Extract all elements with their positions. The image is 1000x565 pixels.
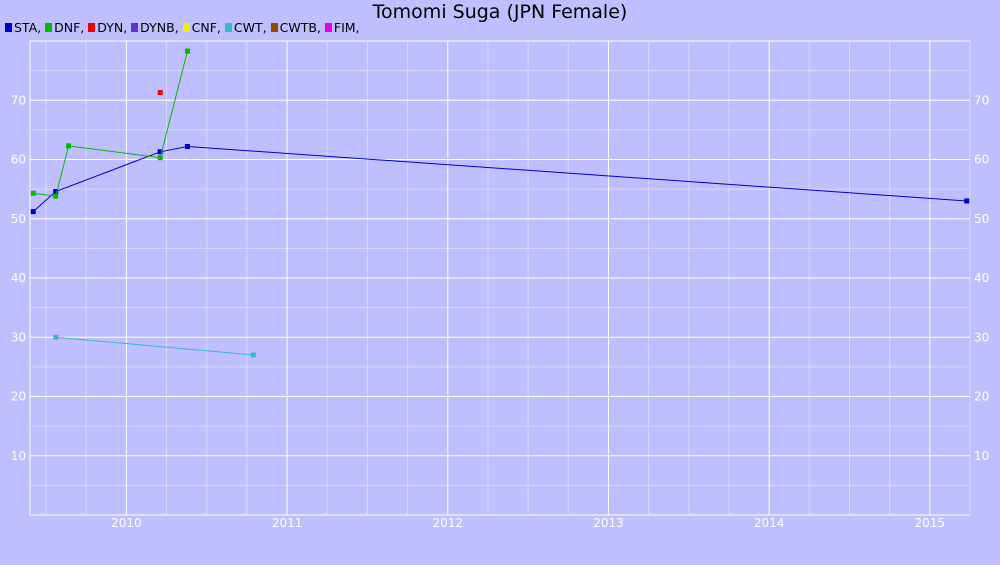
data-point: [30, 209, 36, 215]
y-tick-label-left: 10: [11, 449, 26, 463]
y-tick-label-right: 10: [974, 449, 989, 463]
data-point: [53, 188, 59, 194]
data-point: [250, 352, 256, 358]
y-tick-label-left: 40: [11, 271, 26, 285]
y-tick-label-right: 30: [974, 330, 989, 344]
data-point: [157, 90, 163, 96]
legend: STA, DNF, DYN, DYNB, CNF, CWT, CWTB, FIM,: [5, 20, 364, 35]
y-tick-label-left: 30: [11, 330, 26, 344]
series-line: [55, 336, 254, 356]
y-tick-label-right: 50: [974, 212, 989, 226]
legend-swatch: [270, 23, 278, 32]
y-tick-label-left: 60: [11, 153, 26, 167]
legend-item: CWT,: [224, 20, 267, 35]
legend-swatch: [131, 23, 139, 32]
legend-item: DYNB,: [131, 20, 179, 35]
legend-item: CNF,: [182, 20, 221, 35]
x-tick-label: 2015: [915, 516, 946, 530]
legend-label: STA,: [14, 20, 42, 35]
series: [30, 143, 970, 215]
legend-swatch: [324, 23, 332, 32]
y-tick-label-left: 20: [11, 390, 26, 404]
legend-label: DYN,: [97, 20, 128, 35]
axes: 2010 2011 2012 2013 2014 2015 10 10 20 20 30 30 40 40…: [11, 93, 990, 530]
y-tick-label-right: 60: [974, 153, 989, 167]
legend-item: FIM,: [324, 20, 360, 35]
legend-swatch: [5, 23, 12, 32]
y-tick-label-left: 50: [11, 212, 26, 226]
x-tick-label: 2013: [593, 516, 624, 530]
x-tick-label: 2014: [754, 516, 785, 530]
data-point: [157, 155, 163, 161]
data-point: [184, 143, 190, 149]
series: [30, 48, 190, 199]
data-point: [30, 190, 36, 196]
legend-label: CNF,: [191, 20, 221, 35]
series-layer: [30, 48, 970, 358]
x-tick-label: 2011: [272, 516, 303, 530]
legend-swatch: [182, 23, 190, 32]
legend-label: DNF,: [54, 20, 85, 35]
data-point: [66, 143, 72, 149]
legend-item: STA,: [5, 20, 41, 35]
legend-swatch: [45, 23, 53, 32]
series: [157, 90, 163, 96]
legend-label: CWT,: [233, 20, 267, 35]
grid: [30, 41, 971, 515]
x-tick-label: 2012: [433, 516, 464, 530]
legend-item: CWTB,: [270, 20, 321, 35]
x-tick-label: 2010: [111, 516, 142, 530]
legend-swatch: [224, 23, 232, 32]
data-point: [53, 334, 59, 340]
legend-label: CWTB,: [279, 20, 321, 35]
data-point: [157, 149, 163, 155]
data-point: [53, 193, 59, 199]
legend-label: FIM,: [333, 20, 360, 35]
y-tick-label-right: 40: [974, 271, 989, 285]
legend-swatch: [88, 23, 96, 32]
series: [53, 334, 256, 358]
legend-item: DNF,: [45, 20, 84, 35]
y-tick-label-right: 70: [974, 93, 989, 107]
data-point: [964, 198, 970, 204]
chart-title: Tomomi Suga (JPN Female): [372, 1, 628, 23]
legend-label: DYNB,: [140, 20, 179, 35]
legend-item: DYN,: [88, 20, 127, 35]
data-point: [184, 48, 190, 54]
y-tick-label-left: 70: [11, 93, 26, 107]
y-tick-label-right: 20: [974, 390, 989, 404]
